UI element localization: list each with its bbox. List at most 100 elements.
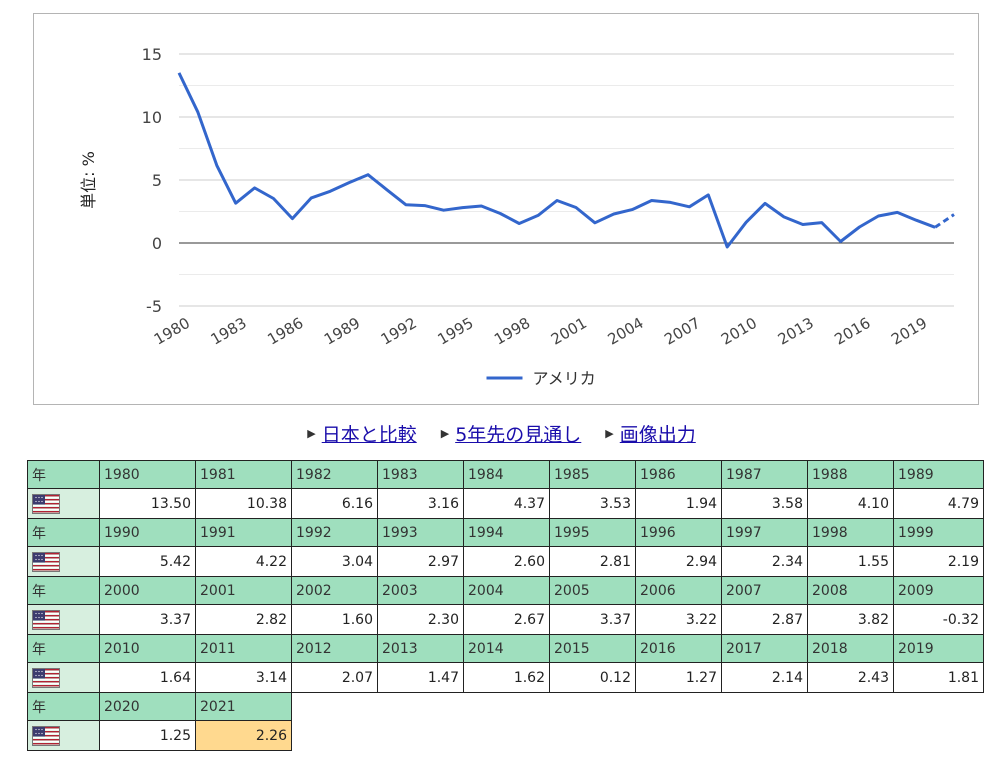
year-cell: 2002 [291, 576, 378, 605]
value-cell: 1.62 [463, 662, 550, 693]
value-cell: 2.34 [721, 546, 808, 577]
year-cell: 1994 [463, 518, 550, 547]
year-cell: 2020 [99, 692, 196, 721]
us-flag-icon [32, 551, 60, 572]
year-cell: 2021 [195, 692, 292, 721]
x-tick-label: 2013 [775, 314, 817, 349]
value-cell: 2.81 [549, 546, 636, 577]
year-cell: 1989 [893, 460, 984, 489]
y-tick-label: 0 [152, 234, 162, 253]
year-cell: 1988 [807, 460, 894, 489]
value-cell: 2.82 [195, 604, 292, 635]
year-cell: 1995 [549, 518, 636, 547]
value-cell: 3.58 [721, 488, 808, 519]
x-tick-label: 1983 [208, 314, 250, 349]
year-cell: 1981 [195, 460, 292, 489]
year-cell: 1984 [463, 460, 550, 489]
flag-cell [27, 546, 100, 577]
compare-japan-link-item[interactable]: ▶ 日本と比較 [307, 420, 416, 447]
year-cell: 2007 [721, 576, 808, 605]
arrow-right-icon: ▶ [605, 426, 614, 440]
value-cell: 1.60 [291, 604, 378, 635]
x-tick-label: 2016 [831, 314, 873, 349]
year-header-cell: 年 [27, 576, 100, 605]
x-tick-label: 1995 [434, 314, 476, 349]
value-cell: 10.38 [195, 488, 292, 519]
value-cell: 3.14 [195, 662, 292, 693]
year-cell: 1993 [377, 518, 464, 547]
value-cell: 4.22 [195, 546, 292, 577]
year-cell: 2004 [463, 576, 550, 605]
value-cell: 3.04 [291, 546, 378, 577]
image-export-link[interactable]: 画像出力 [619, 423, 696, 446]
value-cell: 4.79 [893, 488, 984, 519]
x-tick-label: 2004 [605, 314, 647, 349]
table-row: 1.64 3.14 2.07 1.47 1.62 0.12 1.27 2.14 2.43 1.81 [27, 662, 984, 693]
series-line [177, 72, 936, 249]
year-header-cell: 年 [27, 460, 100, 489]
year-cell: 1982 [291, 460, 378, 489]
action-links: ▶ 日本と比較 ▶ 5年先の見通し ▶ 画像出力 [0, 418, 1003, 448]
five-year-outlook-link-item[interactable]: ▶ 5年先の見通し [441, 420, 582, 447]
value-cell: 4.37 [463, 488, 550, 519]
us-flag-icon [32, 609, 60, 630]
value-cell: 2.26 [195, 720, 292, 751]
us-flag-icon [32, 493, 60, 514]
year-cell: 1983 [377, 460, 464, 489]
y-tick-label: -5 [146, 297, 162, 316]
image-export-link-item[interactable]: ▶ 画像出力 [605, 420, 695, 447]
year-cell: 2019 [893, 634, 984, 663]
five-year-outlook-link[interactable]: 5年先の見通し [455, 423, 582, 446]
year-header-cell: 年 [27, 692, 100, 721]
data-table: 年 1980 1981 1982 1983 1984 1985 1986 1987 1988 198… [27, 460, 984, 751]
value-cell: 1.81 [893, 662, 984, 693]
value-cell: 1.64 [99, 662, 196, 693]
table-row: 1.25 2.26 [27, 720, 984, 751]
x-tick-label: 1992 [378, 314, 420, 349]
value-cell: 2.87 [721, 604, 808, 635]
x-tick-label: 2001 [548, 314, 590, 349]
x-tick-label: 1980 [151, 314, 193, 349]
arrow-right-icon: ▶ [307, 426, 316, 440]
year-cell: 1986 [635, 460, 722, 489]
flag-cell [27, 662, 100, 693]
value-cell: 2.67 [463, 604, 550, 635]
x-tick-label: 2010 [718, 314, 760, 349]
table-year-row: 年 2010 2011 2012 2013 2014 2015 2016 2017 2018 201… [27, 634, 984, 663]
year-cell: 2006 [635, 576, 722, 605]
value-cell: 1.47 [377, 662, 464, 693]
line-chart: -5 0 5 10 15 単位: % 1980 1983 1986 1989 1992 1995 199… [33, 13, 979, 405]
value-cell: 2.94 [635, 546, 722, 577]
value-cell: 3.16 [377, 488, 464, 519]
year-cell: 1996 [635, 518, 722, 547]
table-year-row: 年 1980 1981 1982 1983 1984 1985 1986 1987 1988 198… [27, 460, 984, 489]
y-tick-label: 5 [152, 171, 162, 190]
year-cell: 2012 [291, 634, 378, 663]
value-cell: 3.82 [807, 604, 894, 635]
compare-japan-link[interactable]: 日本と比較 [321, 423, 417, 446]
flag-cell [27, 488, 100, 519]
year-cell: 1992 [291, 518, 378, 547]
year-header-cell: 年 [27, 518, 100, 547]
series-line-forecast [934, 213, 955, 229]
x-tick-label: 2019 [888, 314, 930, 349]
year-cell: 2008 [807, 576, 894, 605]
value-cell: 2.07 [291, 662, 378, 693]
year-cell: 1985 [549, 460, 636, 489]
flag-cell [27, 604, 100, 635]
year-header-cell: 年 [27, 634, 100, 663]
value-cell: 6.16 [291, 488, 378, 519]
year-cell: 1987 [721, 460, 808, 489]
table-row: 3.37 2.82 1.60 2.30 2.67 3.37 3.22 2.87 3.82 -0.3… [27, 604, 984, 635]
us-flag-icon [32, 667, 60, 688]
value-cell: 1.27 [635, 662, 722, 693]
year-cell: 2016 [635, 634, 722, 663]
y-axis-label: 単位: % [79, 151, 98, 209]
value-cell: 2.30 [377, 604, 464, 635]
value-cell: 13.50 [99, 488, 196, 519]
value-cell: 2.19 [893, 546, 984, 577]
y-tick-label: 10 [142, 108, 162, 127]
year-cell: 2015 [549, 634, 636, 663]
year-cell: 2011 [195, 634, 292, 663]
table-row: 5.42 4.22 3.04 2.97 2.60 2.81 2.94 2.34 1.55 2.19 [27, 546, 984, 577]
